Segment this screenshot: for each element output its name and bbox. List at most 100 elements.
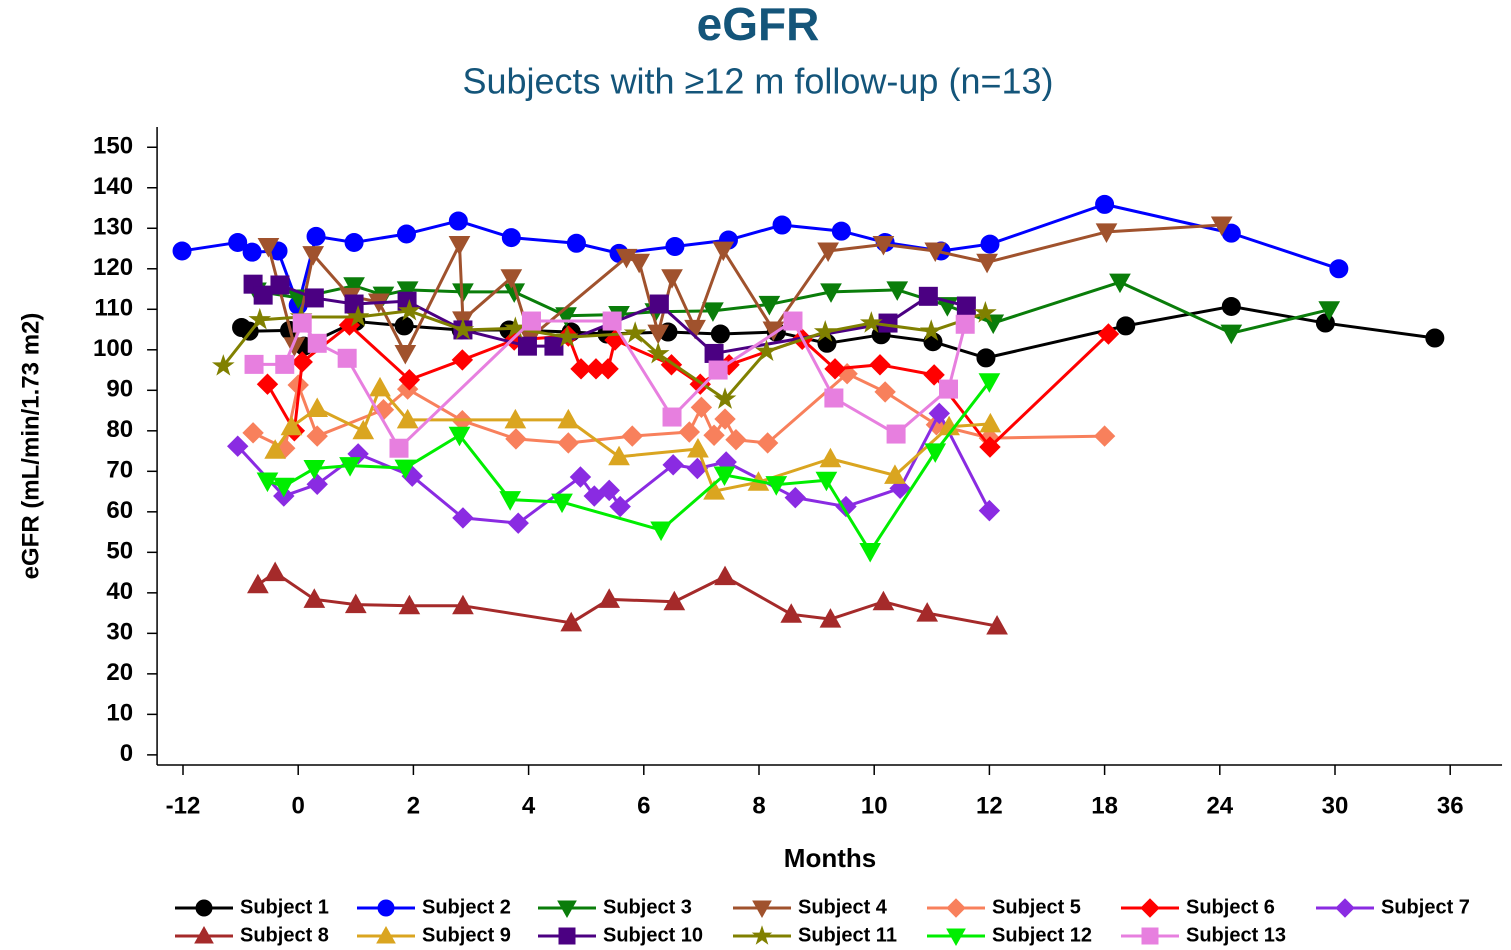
marker bbox=[451, 349, 474, 371]
marker bbox=[986, 615, 1008, 635]
marker bbox=[886, 424, 906, 444]
marker bbox=[646, 341, 670, 364]
marker bbox=[714, 408, 736, 430]
legend-label: Subject 10 bbox=[603, 924, 703, 946]
legend-label: Subject 5 bbox=[992, 896, 1081, 918]
legend-marker bbox=[376, 925, 396, 944]
y-tick-label: 130 bbox=[93, 214, 133, 241]
marker bbox=[755, 339, 778, 362]
marker bbox=[678, 421, 701, 443]
marker bbox=[346, 305, 370, 327]
marker bbox=[684, 319, 706, 340]
x-tick-label: -12 bbox=[166, 792, 201, 819]
marker bbox=[1210, 216, 1233, 237]
marker bbox=[389, 438, 409, 458]
marker bbox=[211, 354, 235, 376]
x-tick-label: 4 bbox=[522, 792, 536, 819]
x-tick-label: 2 bbox=[407, 792, 420, 819]
legend-marker bbox=[751, 925, 773, 945]
legend-marker bbox=[1335, 898, 1355, 918]
marker bbox=[280, 415, 303, 436]
marker bbox=[687, 438, 709, 458]
marker bbox=[398, 298, 421, 321]
marker bbox=[628, 253, 651, 274]
marker bbox=[569, 466, 592, 488]
legend-marker bbox=[195, 899, 213, 917]
marker bbox=[780, 603, 803, 623]
y-tick-label: 0 bbox=[120, 740, 133, 767]
marker bbox=[292, 313, 312, 333]
marker bbox=[712, 241, 735, 262]
legend-label: Subject 9 bbox=[422, 924, 511, 946]
marker bbox=[602, 311, 622, 331]
marker bbox=[661, 269, 683, 289]
marker bbox=[452, 507, 474, 529]
marker bbox=[924, 242, 947, 262]
y-tick-label: 90 bbox=[106, 376, 133, 403]
marker bbox=[783, 311, 803, 331]
marker bbox=[344, 294, 364, 314]
marker bbox=[253, 285, 273, 305]
x-axis-label: Months bbox=[784, 843, 876, 873]
chart-subtitle: Subjects with ≥12 m follow-up (n=13) bbox=[462, 61, 1053, 102]
marker bbox=[555, 325, 579, 347]
marker bbox=[708, 360, 728, 380]
marker bbox=[1095, 223, 1118, 243]
marker bbox=[521, 311, 541, 331]
marker bbox=[820, 283, 842, 303]
marker bbox=[306, 226, 326, 246]
marker bbox=[517, 336, 537, 356]
legend-marker bbox=[1140, 898, 1160, 918]
marker bbox=[369, 376, 391, 397]
legend-marker bbox=[557, 900, 577, 919]
marker bbox=[394, 316, 414, 336]
marker bbox=[344, 232, 364, 252]
marker bbox=[955, 314, 975, 334]
marker bbox=[557, 408, 580, 429]
marker bbox=[499, 491, 522, 511]
marker bbox=[560, 611, 583, 632]
marker bbox=[758, 295, 781, 316]
marker bbox=[544, 336, 564, 356]
marker bbox=[394, 344, 417, 365]
marker bbox=[884, 464, 906, 484]
marker bbox=[598, 588, 621, 608]
marker bbox=[765, 476, 788, 496]
marker bbox=[228, 232, 248, 252]
marker bbox=[928, 402, 950, 425]
y-axis-label: eGFR (mL/min/1.73 m2) bbox=[17, 313, 44, 580]
marker bbox=[872, 590, 895, 611]
marker bbox=[831, 221, 851, 241]
marker bbox=[398, 594, 421, 615]
marker bbox=[1315, 313, 1335, 333]
legend-label: Subject 11 bbox=[798, 924, 897, 946]
marker bbox=[448, 211, 468, 231]
x-tick-label: 18 bbox=[1091, 792, 1118, 819]
marker bbox=[452, 594, 474, 615]
y-tick-label: 60 bbox=[106, 497, 133, 524]
marker bbox=[817, 242, 839, 262]
marker bbox=[448, 426, 471, 447]
marker bbox=[247, 573, 269, 594]
marker bbox=[713, 387, 737, 409]
marker bbox=[1329, 259, 1349, 279]
marker bbox=[649, 294, 669, 314]
marker bbox=[570, 358, 592, 380]
marker bbox=[272, 477, 295, 498]
x-tick-label: 6 bbox=[637, 792, 650, 819]
marker bbox=[500, 269, 523, 289]
marker bbox=[874, 381, 896, 403]
marker bbox=[662, 454, 684, 476]
legend-label: Subject 4 bbox=[798, 896, 888, 918]
x-tick-label: 0 bbox=[292, 792, 305, 819]
marker bbox=[663, 590, 686, 611]
marker bbox=[505, 428, 527, 450]
marker bbox=[597, 358, 619, 380]
marker bbox=[647, 324, 670, 345]
y-tick-label: 80 bbox=[106, 416, 133, 443]
marker bbox=[813, 320, 837, 342]
legend-label: Subject 13 bbox=[1186, 924, 1286, 946]
marker bbox=[304, 288, 324, 308]
marker bbox=[242, 242, 262, 262]
